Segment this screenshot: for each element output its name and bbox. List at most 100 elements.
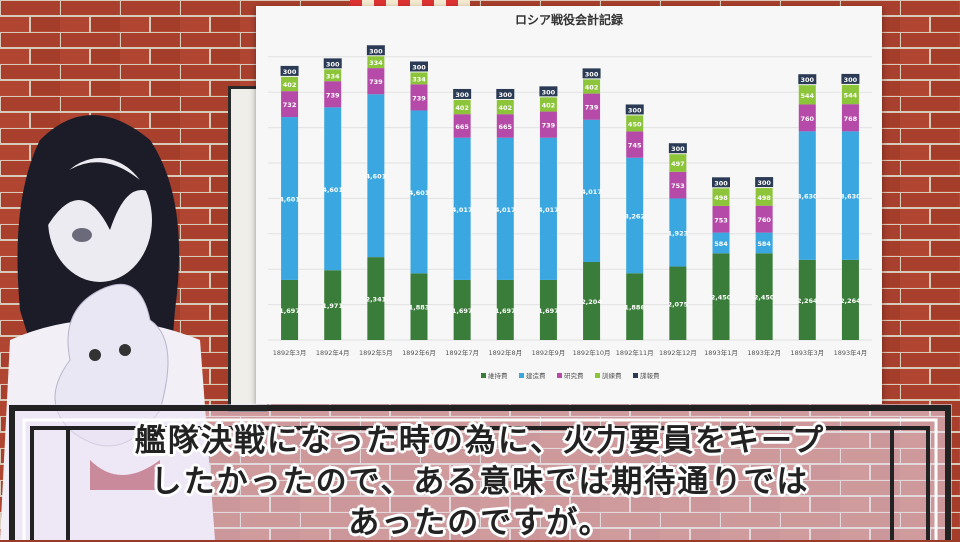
legend-label: 維持費 bbox=[488, 371, 508, 380]
data-label: 4,601 bbox=[322, 186, 343, 194]
bar-segment-訓練費 bbox=[324, 69, 342, 82]
bar-segment-建造費 bbox=[626, 157, 644, 274]
bar-segment-維持費 bbox=[410, 273, 428, 340]
chart-title: ロシア戦役会計記録 bbox=[515, 12, 624, 27]
bar-segment-維持費 bbox=[324, 270, 342, 340]
data-label: 768 bbox=[844, 115, 858, 123]
data-label: 1,697 bbox=[279, 307, 300, 315]
data-label: 4,601 bbox=[279, 195, 300, 203]
bar-segment-訓練費 bbox=[453, 99, 471, 115]
bar-segment-諜報費 bbox=[410, 61, 428, 72]
data-label: 739 bbox=[369, 78, 383, 86]
bar-segment-諜報費 bbox=[280, 65, 299, 76]
data-label: 2,450 bbox=[754, 294, 775, 302]
bar-segment-研究費 bbox=[712, 205, 730, 233]
data-label: 1,923 bbox=[668, 230, 689, 238]
data-label: 4,601 bbox=[366, 173, 387, 181]
bar-segment-建造費 bbox=[496, 137, 514, 280]
x-tick-label: 1892年8月 bbox=[488, 348, 522, 357]
bar-segment-建造費 bbox=[755, 232, 773, 254]
bar-segment-研究費 bbox=[496, 114, 514, 138]
legend-swatch bbox=[595, 373, 600, 378]
data-label: 300 bbox=[283, 68, 297, 76]
subtitle-line-2: したかったので、ある意味では期待通りでは bbox=[150, 464, 810, 500]
data-label: 1,886 bbox=[624, 304, 645, 312]
data-label: 300 bbox=[757, 179, 771, 187]
data-label: 1,971 bbox=[322, 302, 343, 310]
bar-segment-建造費 bbox=[712, 232, 730, 254]
bar-segment-諜報費 bbox=[582, 68, 601, 79]
bar-segment-訓練費 bbox=[669, 154, 687, 172]
data-label: 334 bbox=[326, 72, 340, 80]
bar-segment-諜報費 bbox=[755, 177, 774, 188]
data-label: 300 bbox=[369, 47, 383, 55]
bar-segment-維持費 bbox=[453, 279, 471, 340]
data-label: 4,017 bbox=[581, 188, 602, 196]
data-label: 665 bbox=[455, 123, 469, 131]
bar-segment-諜報費 bbox=[625, 104, 644, 115]
bar-segment-維持費 bbox=[669, 266, 687, 340]
bar-segment-訓練費 bbox=[539, 97, 557, 112]
legend-swatch bbox=[633, 373, 638, 378]
subtitle-line-3: あったのですが。 bbox=[348, 505, 612, 541]
bar-segment-諜報費 bbox=[453, 88, 472, 99]
legend-swatch bbox=[519, 373, 524, 378]
bar-segment-訓練費 bbox=[367, 56, 385, 69]
bar-segment-維持費 bbox=[712, 253, 730, 340]
data-label: 745 bbox=[628, 142, 642, 150]
bar-segment-建造費 bbox=[669, 198, 687, 267]
x-tick-label: 1892年10月 bbox=[573, 348, 611, 357]
bar-segment-研究費 bbox=[798, 104, 816, 132]
legend-label: 建造費 bbox=[526, 371, 546, 380]
x-tick-label: 1892年6月 bbox=[402, 348, 436, 357]
data-label: 760 bbox=[800, 115, 814, 123]
x-tick-label: 1892年5月 bbox=[359, 348, 393, 357]
bar-segment-建造費 bbox=[367, 94, 385, 258]
data-label: 300 bbox=[326, 60, 340, 68]
bar-segment-研究費 bbox=[755, 205, 773, 233]
data-label: 402 bbox=[585, 84, 599, 92]
x-tick-label: 1893年2月 bbox=[747, 348, 781, 357]
bar-segment-研究費 bbox=[367, 68, 385, 95]
legend-swatch bbox=[481, 373, 486, 378]
bar-segment-建造費 bbox=[410, 110, 428, 274]
data-label: 2,450 bbox=[711, 294, 732, 302]
bar-segment-研究費 bbox=[539, 111, 557, 138]
data-label: 753 bbox=[671, 182, 685, 190]
bar-segment-研究費 bbox=[583, 93, 601, 120]
data-label: 1,883 bbox=[409, 304, 430, 312]
data-label: 1,697 bbox=[495, 307, 516, 315]
bar-segment-研究費 bbox=[324, 81, 342, 108]
bar-segment-建造費 bbox=[798, 131, 816, 260]
data-label: 300 bbox=[455, 91, 469, 99]
bar-segment-諜報費 bbox=[841, 73, 860, 84]
data-label: 739 bbox=[542, 122, 556, 130]
data-label: 497 bbox=[671, 160, 685, 168]
bar-segment-研究費 bbox=[841, 104, 859, 132]
data-label: 300 bbox=[800, 76, 814, 84]
data-label: 2,341 bbox=[366, 296, 387, 304]
data-label: 300 bbox=[542, 88, 556, 96]
bar-segment-訓練費 bbox=[626, 115, 644, 132]
bar-segment-研究費 bbox=[626, 131, 644, 158]
data-label: 739 bbox=[326, 91, 340, 99]
data-label: 300 bbox=[714, 179, 728, 187]
legend-label: 研究費 bbox=[564, 371, 584, 380]
chart-board: ロシア戦役会計記録 1,697 4,601 732 402 300 1892年3月 1,971… bbox=[256, 6, 882, 404]
x-tick-label: 1892年4月 bbox=[316, 348, 350, 357]
legend-label: 訓練費 bbox=[602, 371, 622, 380]
bar-segment-建造費 bbox=[539, 137, 557, 280]
subtitle-line-1: 艦隊決戦になった時の為に、火力要員をキープ bbox=[134, 423, 826, 459]
x-tick-label: 1892年11月 bbox=[616, 348, 654, 357]
bar-segment-訓練費 bbox=[798, 85, 816, 105]
data-label: 1,697 bbox=[452, 307, 473, 315]
x-tick-label: 1892年7月 bbox=[445, 348, 479, 357]
data-label: 732 bbox=[283, 101, 297, 109]
data-label: 402 bbox=[542, 101, 556, 109]
bar-segment-維持費 bbox=[496, 279, 514, 340]
bar-segment-訓練費 bbox=[583, 79, 601, 94]
data-label: 584 bbox=[714, 240, 728, 248]
data-label: 300 bbox=[628, 106, 642, 114]
data-label: 450 bbox=[628, 120, 642, 128]
bar-segment-建造費 bbox=[841, 131, 859, 260]
